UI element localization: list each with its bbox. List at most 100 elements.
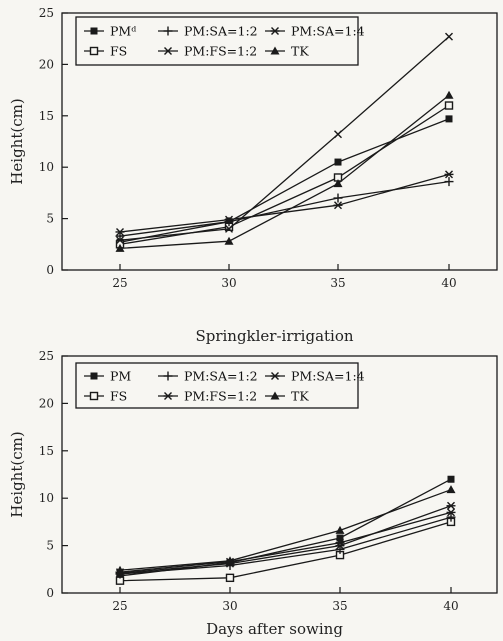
y-tick-label: 15 bbox=[39, 109, 54, 123]
y-tick-label: 5 bbox=[46, 212, 54, 226]
legend-entry: PM bbox=[84, 369, 131, 384]
legend: PM FS PM:SA=1:2 PM:FS=1:2 PM:SA=1:4 TK bbox=[75, 362, 365, 409]
y-axis-label: Height(cm) bbox=[8, 98, 26, 184]
y-tick-label: 0 bbox=[46, 263, 54, 277]
data-point bbox=[444, 101, 454, 110]
legend-marker bbox=[270, 27, 280, 35]
data-point bbox=[224, 215, 234, 224]
legend-label: PM:SA=1:2 bbox=[184, 369, 258, 384]
data-point bbox=[444, 90, 454, 99]
legend-marker bbox=[89, 46, 99, 56]
legend-entry: PM:SA=1:2 bbox=[158, 369, 258, 384]
legend-label: TK bbox=[291, 389, 309, 404]
series-line bbox=[119, 489, 452, 571]
y-tick-label: 20 bbox=[39, 57, 54, 71]
data-point bbox=[334, 158, 342, 166]
y-axis-label: Height(cm) bbox=[8, 431, 26, 517]
chart-1: 0 5 10 15 20 25 25 30 35 40 Height(cm) PMᵈ FS PM:SA=1… bbox=[8, 6, 498, 290]
data-point bbox=[336, 534, 344, 542]
plot-frame bbox=[61, 12, 498, 271]
series-line bbox=[119, 173, 450, 233]
legend-label: FS bbox=[110, 44, 127, 59]
data-point bbox=[334, 130, 342, 139]
series-6 bbox=[115, 90, 454, 252]
plot-frame bbox=[61, 355, 498, 594]
series-line bbox=[119, 516, 452, 575]
data-point bbox=[333, 201, 343, 210]
legend-marker bbox=[163, 26, 173, 36]
series-line bbox=[119, 478, 452, 577]
y-tick-label: 25 bbox=[39, 349, 54, 363]
legend-label: PM:SA=1:2 bbox=[184, 24, 258, 39]
legend-marker bbox=[164, 47, 172, 55]
legend-label: PMᵈ bbox=[110, 24, 136, 39]
data-point bbox=[225, 573, 235, 583]
y-tick-label: 20 bbox=[39, 396, 54, 410]
data-point bbox=[333, 193, 343, 203]
data-point bbox=[224, 236, 234, 245]
legend-entry: PM:SA=1:2 bbox=[158, 24, 258, 39]
legend-label: FS bbox=[110, 389, 127, 404]
x-tick-label: 40 bbox=[441, 276, 456, 290]
legend-label: PM bbox=[110, 369, 131, 384]
x-tick-label: 35 bbox=[330, 276, 345, 290]
legend-entry: FS bbox=[84, 389, 127, 404]
series-line bbox=[119, 180, 450, 237]
y-tick-label: 0 bbox=[46, 586, 54, 600]
data-point bbox=[447, 475, 455, 483]
data-point bbox=[115, 243, 125, 252]
series-4 bbox=[116, 32, 453, 245]
data-point bbox=[115, 227, 125, 236]
legend-marker bbox=[90, 27, 98, 35]
legend-marker bbox=[270, 391, 280, 400]
y-tick-label: 10 bbox=[39, 160, 54, 174]
data-point bbox=[444, 177, 454, 187]
legend-label: PM:FS=1:2 bbox=[184, 44, 257, 59]
legend: PMᵈ FS PM:SA=1:2 PM:FS=1:2 PM:SA=1:4 TK bbox=[75, 16, 365, 66]
data-point bbox=[225, 224, 233, 233]
data-point bbox=[225, 556, 235, 565]
x-tick-label: 30 bbox=[222, 599, 237, 613]
series-line bbox=[119, 36, 450, 241]
series-line bbox=[119, 94, 450, 250]
data-point bbox=[335, 525, 345, 534]
legend-entry: PM:SA=1:4 bbox=[265, 369, 365, 384]
data-point bbox=[115, 565, 125, 574]
legend-marker bbox=[90, 372, 98, 380]
chart-caption: Springkler-irrigation bbox=[195, 327, 353, 345]
legend-box bbox=[75, 16, 359, 66]
x-tick-label: 40 bbox=[443, 599, 458, 613]
data-point bbox=[446, 485, 456, 494]
chart-2: Springkler-irrigation 0 5 10 15 20 25 25 30 35 40 H… bbox=[8, 327, 498, 638]
data-point bbox=[115, 231, 125, 241]
data-point bbox=[444, 170, 454, 179]
legend-entry: FS bbox=[84, 44, 127, 59]
data-point bbox=[446, 501, 456, 510]
y-tick-label: 25 bbox=[39, 6, 54, 20]
legend-entry: PM:SA=1:4 bbox=[265, 24, 365, 39]
data-point bbox=[333, 179, 343, 188]
legend-label: PM:SA=1:4 bbox=[291, 24, 365, 39]
y-tick-label: 5 bbox=[46, 539, 54, 553]
data-point bbox=[446, 512, 456, 522]
legend-label: PM:SA=1:4 bbox=[291, 369, 365, 384]
x-tick-label: 30 bbox=[221, 276, 236, 290]
legend-entry: PMᵈ bbox=[84, 24, 136, 39]
legend-marker bbox=[163, 392, 173, 400]
legend-marker bbox=[163, 371, 173, 381]
legend-entry: TK bbox=[265, 44, 309, 59]
series-line bbox=[119, 511, 452, 573]
x-tick-label: 25 bbox=[112, 599, 127, 613]
legend-marker bbox=[270, 372, 280, 380]
legend-entry: TK bbox=[265, 389, 309, 404]
series-5 bbox=[115, 501, 456, 578]
data-point bbox=[116, 236, 124, 245]
series-line bbox=[119, 118, 450, 243]
series-line bbox=[119, 521, 452, 582]
data-point bbox=[446, 508, 456, 517]
y-tick-label: 10 bbox=[39, 491, 54, 505]
legend-entry: PM:FS=1:2 bbox=[158, 389, 257, 404]
series-2 bbox=[115, 101, 454, 249]
series-2 bbox=[115, 517, 456, 585]
